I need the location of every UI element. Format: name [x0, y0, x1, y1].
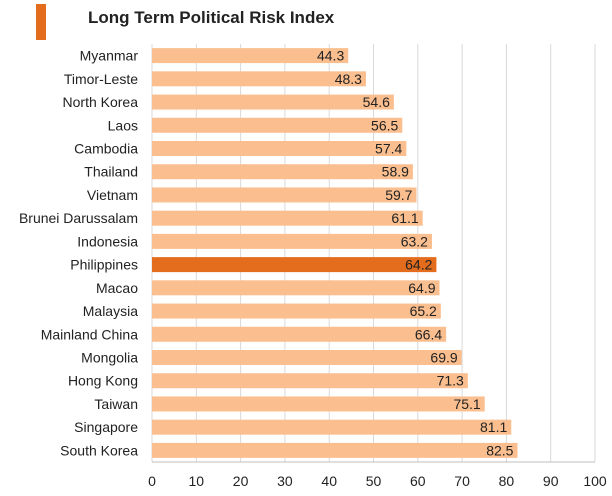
data-label: 58.9 — [382, 164, 409, 180]
x-tick-label: 40 — [321, 473, 337, 489]
category-label: Mainland China — [41, 326, 138, 342]
category-label: Philippines — [70, 257, 138, 273]
x-tick-label: 20 — [233, 473, 249, 489]
data-label: 57.4 — [375, 141, 402, 157]
data-label: 54.6 — [363, 94, 390, 110]
bar — [152, 303, 441, 319]
data-label: 56.5 — [371, 117, 398, 133]
bar — [152, 210, 423, 226]
data-label: 59.7 — [385, 187, 412, 203]
data-label: 61.1 — [391, 210, 418, 226]
x-tick-label: 10 — [189, 473, 205, 489]
data-label: 65.2 — [410, 303, 437, 319]
category-label: Timor-Leste — [64, 71, 138, 87]
category-label: Hong Kong — [68, 373, 138, 389]
x-tick-label: 100 — [583, 473, 607, 489]
bar — [152, 326, 447, 342]
x-tick-label: 30 — [277, 473, 293, 489]
x-tick-label: 80 — [499, 473, 515, 489]
category-label: North Korea — [63, 94, 139, 110]
bar — [152, 71, 366, 87]
bar — [152, 257, 437, 273]
category-label: South Korea — [60, 442, 138, 458]
category-label: Singapore — [74, 419, 138, 435]
bar — [152, 280, 440, 296]
data-label: 82.5 — [486, 442, 513, 458]
data-label: 44.3 — [317, 48, 344, 64]
data-label: 64.2 — [405, 257, 432, 273]
data-label: 75.1 — [453, 396, 480, 412]
data-label: 48.3 — [335, 71, 362, 87]
data-label: 81.1 — [480, 419, 507, 435]
category-label: Malaysia — [83, 303, 138, 319]
bar — [152, 48, 349, 64]
category-label: Brunei Darussalam — [19, 210, 138, 226]
category-label: Mongolia — [81, 350, 138, 366]
bar — [152, 419, 512, 435]
data-label: 71.3 — [437, 373, 464, 389]
bar — [152, 233, 432, 249]
category-label: Taiwan — [94, 396, 138, 412]
bar — [152, 117, 403, 133]
chart-title: Long Term Political Risk Index — [88, 8, 335, 27]
bar — [152, 94, 394, 110]
title-accent-bar — [36, 4, 46, 40]
category-label: Laos — [108, 117, 138, 133]
bar — [152, 396, 485, 412]
category-label: Vietnam — [87, 187, 138, 203]
x-tick-label: 90 — [543, 473, 559, 489]
data-label: 69.9 — [430, 350, 457, 366]
category-label: Thailand — [84, 164, 138, 180]
bar — [152, 164, 413, 180]
bar — [152, 141, 407, 156]
bar — [152, 442, 518, 458]
category-label: Cambodia — [74, 141, 138, 157]
bar — [152, 187, 417, 203]
bar — [152, 373, 468, 389]
x-tick-label: 70 — [454, 473, 470, 489]
data-label: 63.2 — [401, 233, 428, 249]
x-tick-label: 0 — [148, 473, 156, 489]
x-tick-label: 60 — [410, 473, 426, 489]
bar — [152, 350, 462, 365]
data-label: 64.9 — [408, 280, 435, 296]
x-tick-label: 50 — [366, 473, 382, 489]
data-label: 66.4 — [415, 326, 442, 342]
category-label: Indonesia — [77, 233, 138, 249]
category-label: Myanmar — [80, 48, 139, 64]
category-label: Macao — [96, 280, 138, 296]
